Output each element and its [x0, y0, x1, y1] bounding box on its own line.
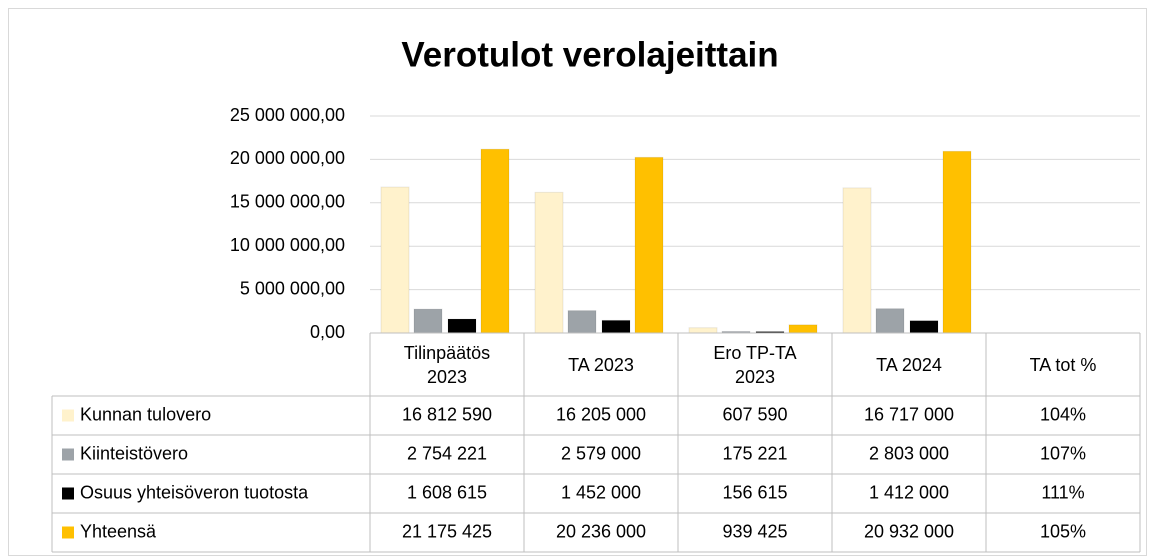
category-header: TA 2024 — [876, 354, 942, 375]
y-tick-label: 5 000 000,00 — [240, 278, 345, 298]
bar — [942, 150, 972, 334]
bar — [480, 148, 510, 334]
table-value: 16 205 000 — [556, 404, 646, 424]
legend-label: Kunnan tulovero — [80, 404, 211, 424]
bar — [842, 187, 872, 334]
legend-key — [62, 487, 74, 500]
chart-border — [8, 8, 1147, 556]
bar — [413, 308, 443, 334]
bar — [788, 324, 818, 334]
category-header: TA tot % — [1029, 354, 1097, 375]
legend-key — [62, 448, 74, 461]
category-header: Ero TP-TA 2023 — [713, 342, 797, 387]
table-value: 111% — [1041, 482, 1084, 502]
legend-label: Yhteensä — [80, 521, 157, 541]
legend-label: Osuus yhteisöveron tuotosta — [80, 482, 309, 502]
table-value: 1 452 000 — [561, 482, 641, 502]
category-header: Tilinpäätös 2023 — [403, 342, 491, 387]
bar — [534, 191, 564, 334]
table-value: 21 175 425 — [402, 521, 492, 541]
table-value: 175 221 — [722, 443, 787, 463]
bar — [567, 310, 597, 334]
y-tick-label: 10 000 000,00 — [230, 235, 345, 255]
table-value: 105% — [1040, 521, 1086, 541]
bar — [875, 308, 905, 334]
y-tick-label: 0,00 — [310, 322, 345, 342]
legend-key — [62, 526, 74, 539]
y-tick-label: 20 000 000,00 — [230, 148, 345, 168]
legend-key — [62, 409, 74, 422]
table-value: 607 590 — [722, 404, 787, 424]
table-value: 1 608 615 — [407, 482, 487, 502]
y-tick-label: 25 000 000,00 — [230, 105, 345, 125]
table-value: 1 412 000 — [869, 482, 949, 502]
table-value: 16 812 590 — [402, 404, 492, 424]
chart-title: Verotulot verolajeittain — [401, 35, 778, 74]
table-value: 107% — [1040, 443, 1086, 463]
table-value: 156 615 — [722, 482, 787, 502]
table-value: 20 236 000 — [556, 521, 646, 541]
table-value: 16 717 000 — [864, 404, 954, 424]
table-value: 104% — [1040, 404, 1086, 424]
bar — [601, 319, 631, 334]
legend-label: Kiinteistövero — [80, 443, 188, 463]
table-value: 2 579 000 — [561, 443, 641, 463]
bar — [447, 318, 477, 334]
table-value: 2 803 000 — [869, 443, 949, 463]
bar — [380, 186, 410, 334]
table-value: 2 754 221 — [407, 443, 487, 463]
category-header: TA 2023 — [568, 354, 634, 375]
y-tick-label: 15 000 000,00 — [230, 192, 345, 212]
table-value: 939 425 — [722, 521, 787, 541]
bar — [909, 320, 939, 334]
table-value: 20 932 000 — [864, 521, 954, 541]
bar — [634, 156, 664, 334]
